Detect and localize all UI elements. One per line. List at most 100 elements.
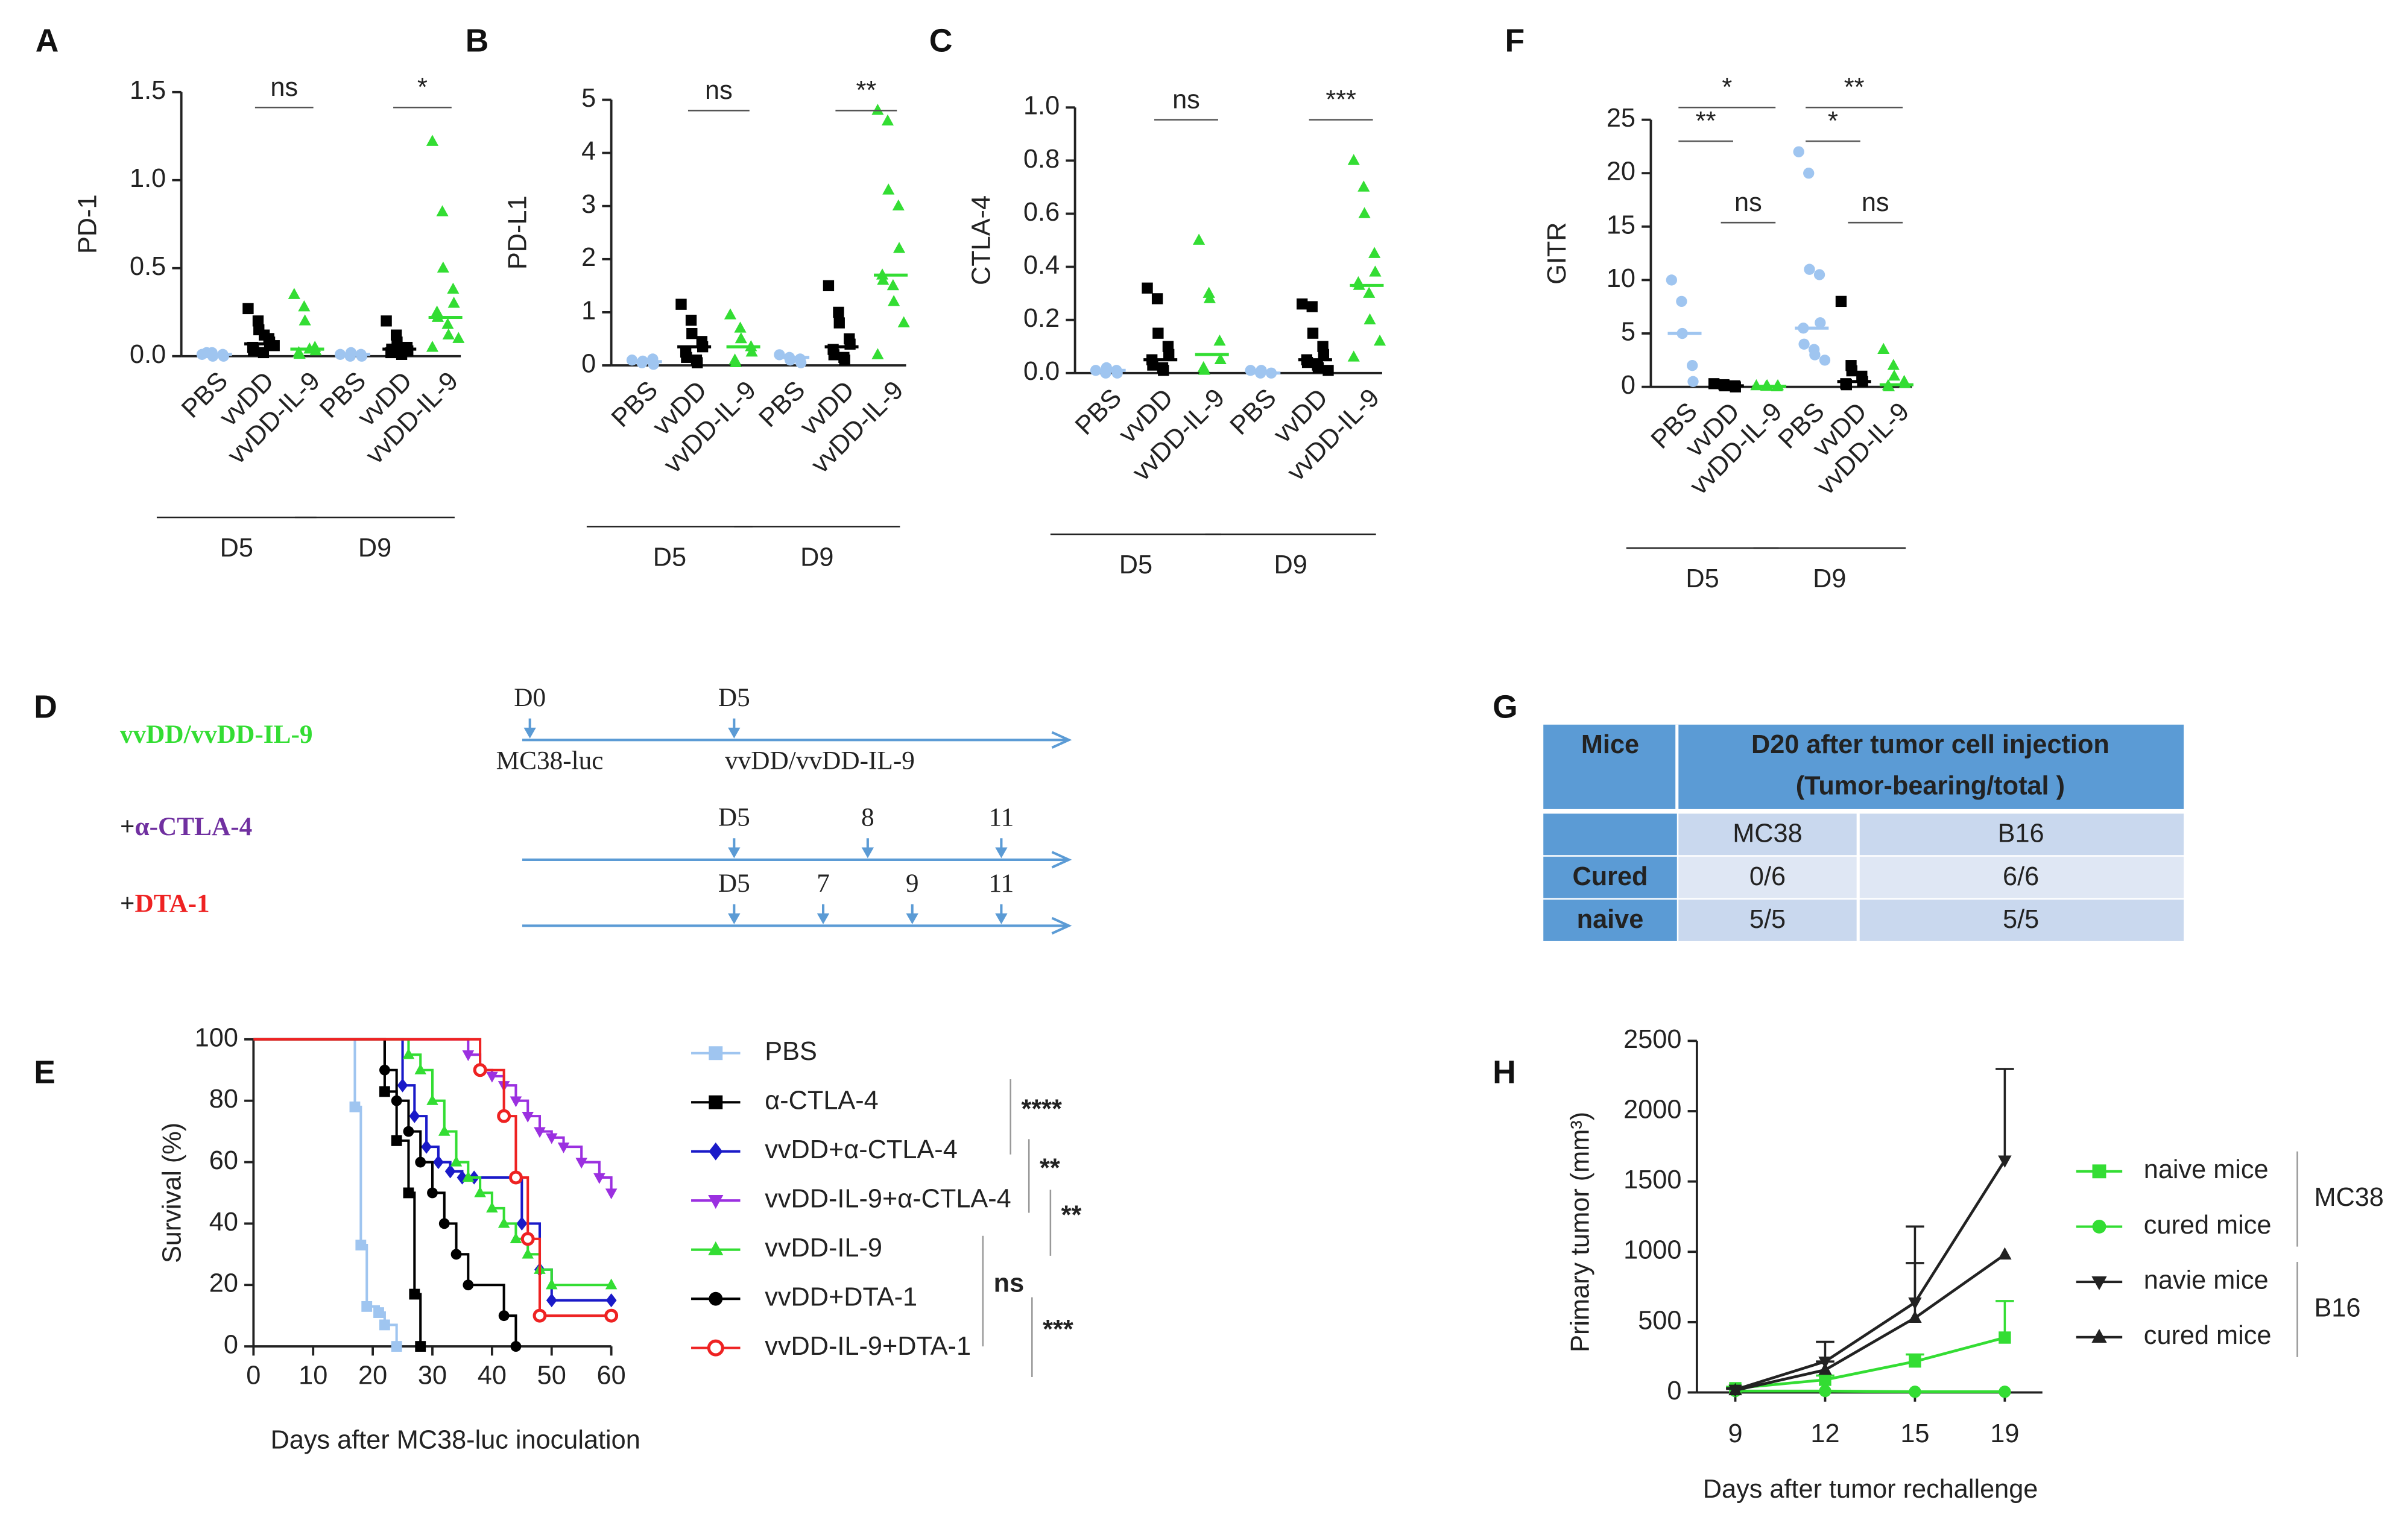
data-point — [441, 318, 454, 329]
data-point — [510, 1341, 522, 1352]
data-point — [345, 347, 357, 359]
data-point — [432, 1155, 444, 1170]
significance-label: ** — [1844, 73, 1865, 102]
data-point — [1888, 369, 1901, 381]
event-arrowhead — [728, 727, 741, 739]
legend-label: vvDD+α-CTLA-4 — [765, 1135, 958, 1164]
y-tick-label: 20 — [1607, 157, 1635, 186]
data-point — [604, 1308, 619, 1323]
data-point — [1708, 378, 1720, 389]
panel-label: C — [929, 23, 953, 58]
panel-label: D — [34, 690, 57, 725]
data-point — [431, 305, 443, 317]
series-line — [1735, 1253, 2006, 1392]
legend-group-label: MC38 — [2314, 1183, 2383, 1212]
data-point — [268, 340, 280, 352]
survival-curve — [253, 1038, 398, 1347]
data-point — [893, 242, 906, 253]
significance-label: ** — [1040, 1154, 1060, 1183]
data-point — [675, 298, 687, 310]
data-point — [1687, 360, 1698, 371]
significance-label: ns — [1734, 188, 1762, 217]
y-tick-label: 1500 — [1623, 1165, 1681, 1194]
data-point — [1193, 233, 1206, 245]
table-row-head — [1543, 900, 1677, 941]
significance-label: *** — [1043, 1315, 1073, 1344]
data-point — [1323, 365, 1334, 376]
y-tick-label: 2 — [581, 243, 596, 272]
data-point — [508, 1170, 523, 1185]
data-point — [626, 355, 638, 366]
data-point — [427, 1187, 438, 1199]
x-tick-label: 10 — [299, 1361, 327, 1390]
significance-label: ns — [270, 73, 298, 102]
timeline-label: +DTA-1 — [120, 889, 210, 918]
legend-label: naive mice — [2144, 1155, 2269, 1184]
event-day: 11 — [989, 869, 1014, 898]
data-point — [685, 314, 697, 326]
data-point — [1819, 1373, 1831, 1386]
data-point — [1819, 1384, 1831, 1398]
data-point — [605, 1293, 617, 1308]
data-point — [1318, 348, 1330, 361]
data-point — [1666, 274, 1678, 286]
data-point — [1728, 1383, 1742, 1396]
timeline-arrowhead — [1051, 731, 1072, 749]
data-point — [1347, 350, 1360, 362]
data-point — [888, 295, 900, 306]
data-point — [379, 1064, 390, 1076]
event-arrowhead — [523, 727, 536, 739]
data-point — [415, 1156, 426, 1168]
data-point — [450, 1155, 463, 1167]
data-point — [391, 1341, 402, 1352]
y-tick-label: 0 — [224, 1331, 238, 1360]
data-point — [1163, 348, 1175, 361]
group-label: D9 — [1813, 564, 1846, 593]
y-axis-label: CTLA-4 — [967, 195, 996, 285]
label-part: + — [120, 812, 135, 841]
panel-label: A — [36, 23, 59, 58]
table-cell: B16 — [1998, 819, 2044, 848]
data-point — [897, 316, 910, 327]
data-point — [252, 315, 264, 327]
y-axis-label: PD-1 — [73, 194, 102, 254]
table-cell: 5/5 — [1749, 905, 1786, 934]
y-tick-label: 2500 — [1623, 1025, 1681, 1054]
y-axis-label: Survival (%) — [157, 1123, 186, 1263]
data-point — [1358, 207, 1371, 218]
table-row — [1678, 900, 2184, 941]
y-tick-label: 3 — [581, 190, 596, 219]
x-tick-label: 30 — [418, 1361, 447, 1390]
legend-marker — [2092, 1164, 2106, 1179]
data-point — [442, 328, 455, 340]
data-point — [1203, 292, 1216, 303]
data-point — [532, 1308, 547, 1323]
data-point — [1151, 293, 1163, 304]
table-cell: 0/6 — [1749, 862, 1786, 891]
y-tick-label: 1000 — [1623, 1236, 1681, 1265]
y-axis-label: PD-L1 — [503, 195, 532, 270]
y-tick-label: 0.8 — [1023, 145, 1060, 174]
event-arrowhead — [995, 913, 1008, 924]
data-point — [692, 357, 703, 368]
data-point — [1818, 1362, 1832, 1375]
y-tick-label: 0 — [1667, 1376, 1681, 1405]
data-point — [218, 350, 229, 362]
legend-label: vvDD-IL-9+DTA-1 — [765, 1332, 971, 1361]
table-row — [1678, 856, 2184, 898]
y-tick-label: 5 — [581, 84, 596, 113]
data-point — [1368, 247, 1381, 258]
event-day: D5 — [718, 803, 750, 832]
significance-label: ** — [856, 76, 876, 105]
table-header-cell: D20 after tumor cell injection — [1751, 730, 2109, 759]
label-part: α-CTLA-4 — [134, 812, 252, 841]
panel-label: H — [1493, 1055, 1516, 1091]
table-row-head — [1543, 856, 1677, 898]
timeline-arrowhead — [1051, 916, 1072, 935]
event-day: 8 — [861, 803, 874, 832]
data-point — [1909, 1355, 1921, 1368]
y-tick-label: 0 — [581, 349, 596, 378]
data-point — [438, 1124, 450, 1136]
data-point — [1761, 379, 1774, 391]
data-point — [298, 300, 311, 312]
